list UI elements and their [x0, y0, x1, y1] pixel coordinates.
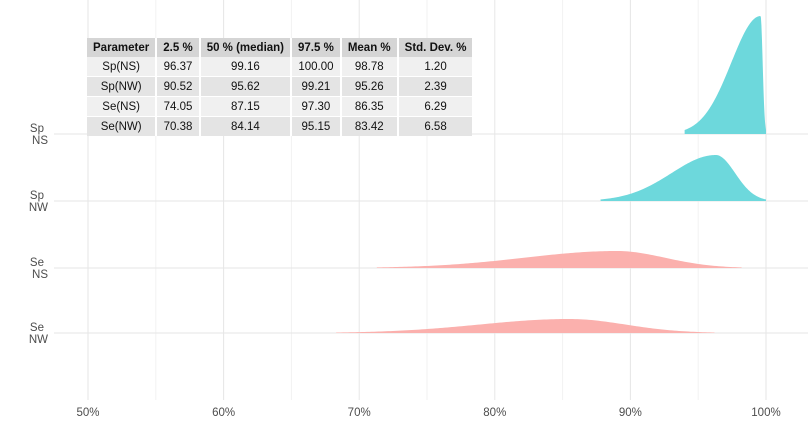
table-cell: Sp(NS) [87, 57, 158, 77]
table-cell: 99.16 [199, 57, 293, 77]
table-cell: 99.21 [291, 76, 342, 97]
table-cell: 86.35 [340, 96, 399, 117]
table-cell: 6.29 [397, 96, 473, 117]
table-cell: 98.78 [340, 57, 399, 77]
x-tick-label: 60% [212, 407, 235, 419]
table-row: Se(NS) 74.05 87.15 97.30 86.35 6.29 [87, 96, 473, 117]
table-cell: 70.38 [156, 116, 201, 136]
table-cell: 84.14 [199, 116, 293, 136]
row-label: Se NW [29, 322, 48, 346]
table-cell: 1.20 [397, 57, 473, 77]
table-header-row: Parameter 2.5 % 50 % (median) 97.5 % Mean % S… [87, 38, 473, 57]
table-cell: 87.15 [199, 96, 293, 117]
table-cell: Se(NW) [87, 116, 158, 136]
table-cell: 6.58 [397, 116, 473, 136]
density-ridges [336, 16, 766, 333]
table-header-cell: 2.5 % [156, 38, 201, 57]
row-label: Sp NS [30, 123, 48, 147]
x-tick-label: 90% [619, 407, 642, 419]
table-cell: 100.00 [291, 57, 342, 77]
table-cell: 96.37 [156, 57, 201, 77]
x-tick-label: 80% [483, 407, 506, 419]
table-cell: 90.52 [156, 76, 201, 97]
table-header-cell: Parameter [87, 38, 158, 57]
table-cell: Se(NS) [87, 96, 158, 117]
density-ridge [600, 155, 766, 201]
x-tick-label: 50% [76, 407, 99, 419]
table-header-cell: Std. Dev. % [397, 38, 473, 57]
density-ridge [684, 16, 766, 134]
table-row: Sp(NS) 96.37 99.16 100.00 98.78 1.20 [87, 57, 473, 77]
table-cell: 2.39 [397, 76, 473, 97]
table-cell: 95.62 [199, 76, 293, 97]
density-ridge [336, 319, 715, 333]
table-cell: 95.26 [340, 76, 399, 97]
x-tick-label: 100% [751, 407, 780, 419]
table-cell: 95.15 [291, 116, 342, 136]
table-cell: 97.30 [291, 96, 342, 117]
row-label: Sp NW [29, 190, 48, 214]
table-row: Sp(NW) 90.52 95.62 99.21 95.26 2.39 [87, 76, 473, 97]
x-axis-ticks: 50% 60% 70% 80% 90% 100% [76, 407, 780, 419]
density-ridge [376, 251, 742, 268]
table-cell: 74.05 [156, 96, 201, 117]
table-body: Sp(NS) 96.37 99.16 100.00 98.78 1.20 Sp(NW) 90.… [87, 57, 473, 136]
row-labels: Sp NS Sp NW Se NS Se NW [29, 123, 48, 346]
table-row: Se(NW) 70.38 84.14 95.15 83.42 6.58 [87, 116, 473, 136]
summary-statistics-table: Parameter 2.5 % 50 % (median) 97.5 % Mean % S… [87, 38, 473, 136]
table-cell: 83.42 [340, 116, 399, 136]
row-label: Se NS [30, 257, 48, 281]
table-header-cell: 97.5 % [291, 38, 342, 57]
x-tick-label: 70% [348, 407, 371, 419]
table-header-cell: Mean % [340, 38, 399, 57]
table-cell: Sp(NW) [87, 76, 158, 97]
table-header-cell: 50 % (median) [199, 38, 293, 57]
